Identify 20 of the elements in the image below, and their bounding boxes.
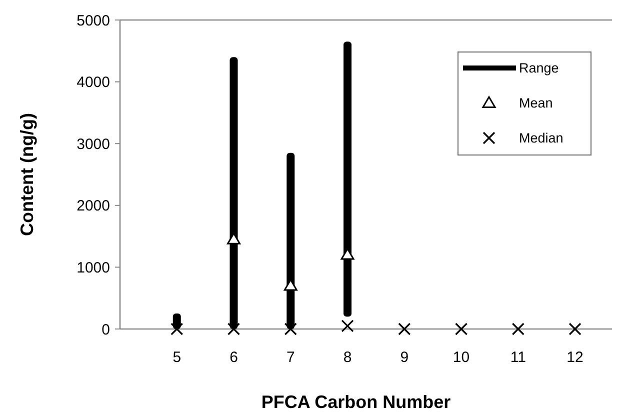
y-tick-label: 5000 — [76, 12, 110, 30]
x-tick-label: 6 — [230, 349, 238, 366]
x-tick-label: 9 — [400, 349, 409, 366]
x-tick-label: 10 — [452, 349, 470, 366]
bar — [344, 42, 352, 317]
legend-label: Range — [519, 60, 559, 76]
y-tick-label: 1000 — [76, 259, 110, 276]
x-tick-label: 11 — [510, 349, 526, 366]
x-tick-label: 5 — [172, 349, 182, 366]
x-tick-label: 8 — [343, 349, 352, 366]
y-axis-title: Content (ng/g) — [17, 113, 37, 236]
y-tick-label: 0 — [102, 321, 110, 338]
y-tick-label: 4000 — [76, 74, 110, 92]
y-tick-label: 3000 — [76, 136, 110, 153]
legend-label: Mean — [519, 96, 553, 111]
legend-label: Median — [519, 130, 564, 146]
y-tick-label: 2000 — [76, 198, 110, 215]
x-tick-label: 12 — [566, 349, 584, 366]
x-tick-label: 7 — [286, 349, 295, 366]
x-axis-title: PFCA Carbon Number — [261, 392, 451, 412]
